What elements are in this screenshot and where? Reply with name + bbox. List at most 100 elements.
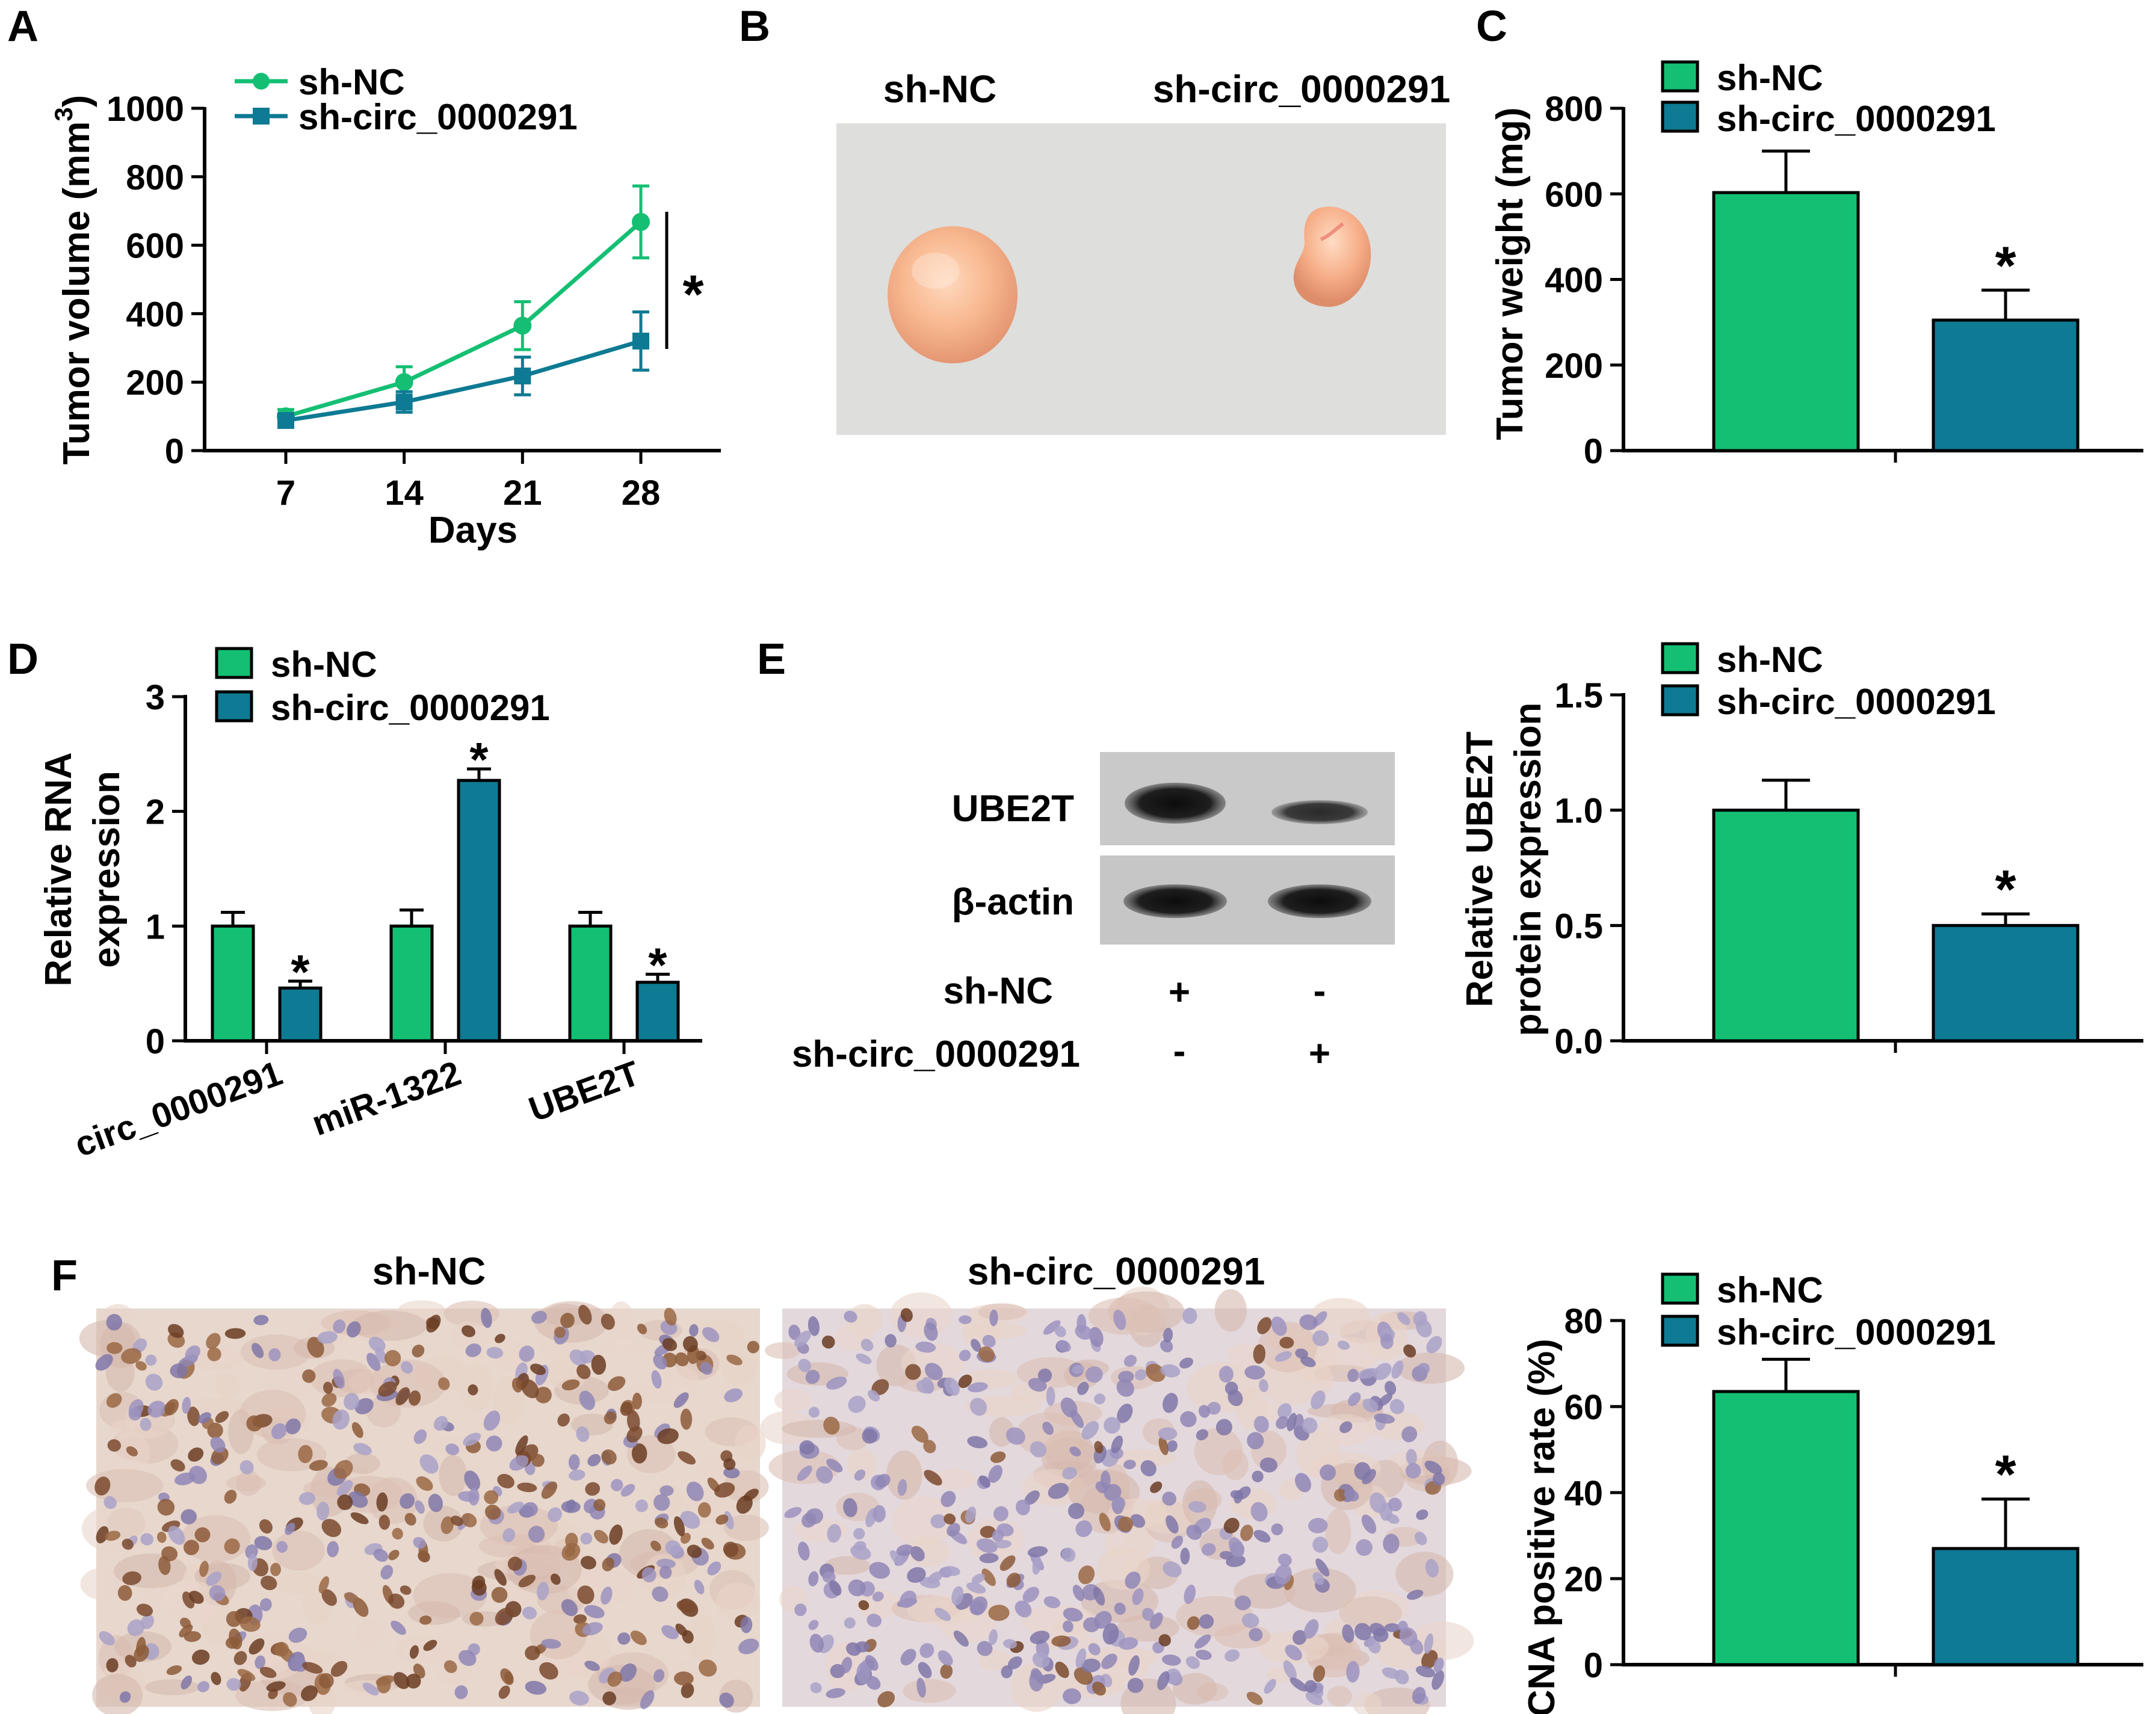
relative-rna-chart: 0 1 2 3 * * * circ_0000291 miR-1322 UBE2T Relat… — [38, 644, 702, 1165]
tissue-stroma — [80, 1567, 126, 1600]
cell-nucleus — [1185, 1656, 1200, 1669]
cell-nucleus — [979, 1553, 999, 1564]
cell-nucleus — [170, 1459, 185, 1472]
legend-label-sh-circ: sh-circ_0000291 — [1717, 682, 1996, 722]
cell-nucleus — [699, 1659, 717, 1677]
y-tick-label: 0 — [165, 432, 184, 471]
cell-nucleus — [911, 1425, 928, 1443]
y-tick-label: 0 — [146, 1022, 165, 1061]
cell-nucleus — [978, 1475, 990, 1488]
cell-nucleus — [653, 1669, 665, 1683]
cell-nucleus — [1433, 1657, 1444, 1673]
cell-nucleus — [844, 1310, 857, 1323]
cell-nucleus — [323, 1381, 333, 1394]
cell-nucleus — [580, 1532, 593, 1545]
cell-nucleus — [1398, 1620, 1408, 1632]
cell-nucleus — [206, 1571, 222, 1586]
cell-nucleus — [697, 1502, 711, 1518]
cell-nucleus — [468, 1384, 478, 1396]
y-tick-label: 1 — [146, 907, 165, 946]
tissue-stroma — [1396, 1352, 1465, 1384]
cell-nucleus — [1042, 1422, 1054, 1435]
data-point — [395, 393, 413, 411]
cell-nucleus — [557, 1413, 570, 1427]
cell-nucleus — [412, 1344, 425, 1358]
cell-nucleus — [106, 1314, 123, 1331]
cell-nucleus — [714, 1482, 735, 1498]
tissue-stroma — [734, 1425, 766, 1462]
cell-nucleus — [659, 1565, 672, 1579]
cell-nucleus — [518, 1574, 536, 1588]
cell-nucleus — [136, 1603, 153, 1617]
cell-nucleus — [491, 1586, 508, 1603]
significance-mark: * — [1995, 1445, 2016, 1505]
tissue-stroma — [184, 1398, 249, 1416]
panel-label-e: E — [757, 635, 786, 683]
tumor-sh-circ — [1293, 206, 1371, 307]
y-tick-label: 400 — [126, 295, 184, 334]
cell-nucleus — [1383, 1534, 1400, 1554]
cell-nucleus — [254, 1536, 273, 1550]
cell-nucleus — [158, 1556, 171, 1575]
cell-nucleus — [1385, 1381, 1397, 1395]
y-tick-label: 80 — [1564, 1302, 1603, 1341]
cell-nucleus — [1094, 1393, 1106, 1405]
cell-nucleus — [1061, 1547, 1076, 1562]
cell-nucleus — [602, 1557, 614, 1571]
tissue-stroma — [886, 1450, 922, 1500]
cell-nucleus — [1207, 1402, 1221, 1415]
cell-nucleus — [1037, 1368, 1052, 1383]
cell-nucleus — [584, 1660, 600, 1671]
cell-nucleus — [1253, 1416, 1269, 1433]
condition-mark: - — [1173, 1031, 1186, 1072]
cell-nucleus — [656, 1558, 676, 1569]
cell-nucleus — [1092, 1682, 1106, 1696]
cell-nucleus — [484, 1490, 499, 1505]
cell-nucleus — [1062, 1467, 1078, 1480]
cell-nucleus — [517, 1482, 537, 1493]
condition-mark: + — [1309, 1033, 1330, 1074]
cell-nucleus — [989, 1309, 998, 1327]
cell-nucleus — [215, 1411, 229, 1423]
cell-nucleus — [249, 1638, 265, 1655]
cell-nucleus — [724, 1388, 743, 1402]
significance-mark: * — [469, 733, 489, 786]
cell-nucleus — [463, 1432, 481, 1446]
cell-nucleus — [393, 1672, 410, 1689]
cell-nucleus — [1043, 1596, 1061, 1609]
tissue-stroma — [1325, 1508, 1351, 1555]
cell-nucleus — [652, 1586, 669, 1602]
cell-nucleus — [255, 1655, 265, 1669]
cell-nucleus — [958, 1374, 972, 1389]
cell-nucleus — [965, 1506, 977, 1523]
tissue-stroma — [226, 1475, 266, 1491]
cell-nucleus — [1184, 1585, 1196, 1605]
cell-nucleus — [694, 1579, 705, 1595]
cell-nucleus — [1094, 1441, 1104, 1454]
cell-nucleus — [464, 1470, 481, 1491]
cell-nucleus — [1244, 1365, 1265, 1380]
cell-nucleus — [1374, 1413, 1395, 1424]
legend-label-sh-nc: sh-NC — [298, 62, 405, 102]
cell-nucleus — [1123, 1355, 1137, 1367]
cell-nucleus — [1157, 1671, 1170, 1691]
cell-nucleus — [841, 1657, 852, 1674]
cell-nucleus — [665, 1540, 681, 1555]
cell-nucleus — [1063, 1608, 1083, 1622]
cell-nucleus — [977, 1641, 993, 1656]
cell-nucleus — [1032, 1651, 1050, 1668]
cell-nucleus — [1101, 1653, 1117, 1669]
cell-nucleus — [498, 1685, 510, 1699]
cell-nucleus — [135, 1361, 147, 1371]
panel-label-d: D — [7, 635, 39, 683]
data-point — [395, 373, 413, 392]
cell-nucleus — [531, 1310, 547, 1324]
cell-nucleus — [522, 1502, 538, 1517]
cell-nucleus — [1099, 1512, 1111, 1532]
y-tick-label: 1.5 — [1554, 676, 1603, 715]
cell-nucleus — [1051, 1635, 1071, 1647]
cell-nucleus — [641, 1567, 656, 1583]
cell-nucleus — [107, 1439, 122, 1452]
cell-nucleus — [896, 1544, 913, 1556]
cell-nucleus — [601, 1449, 617, 1465]
